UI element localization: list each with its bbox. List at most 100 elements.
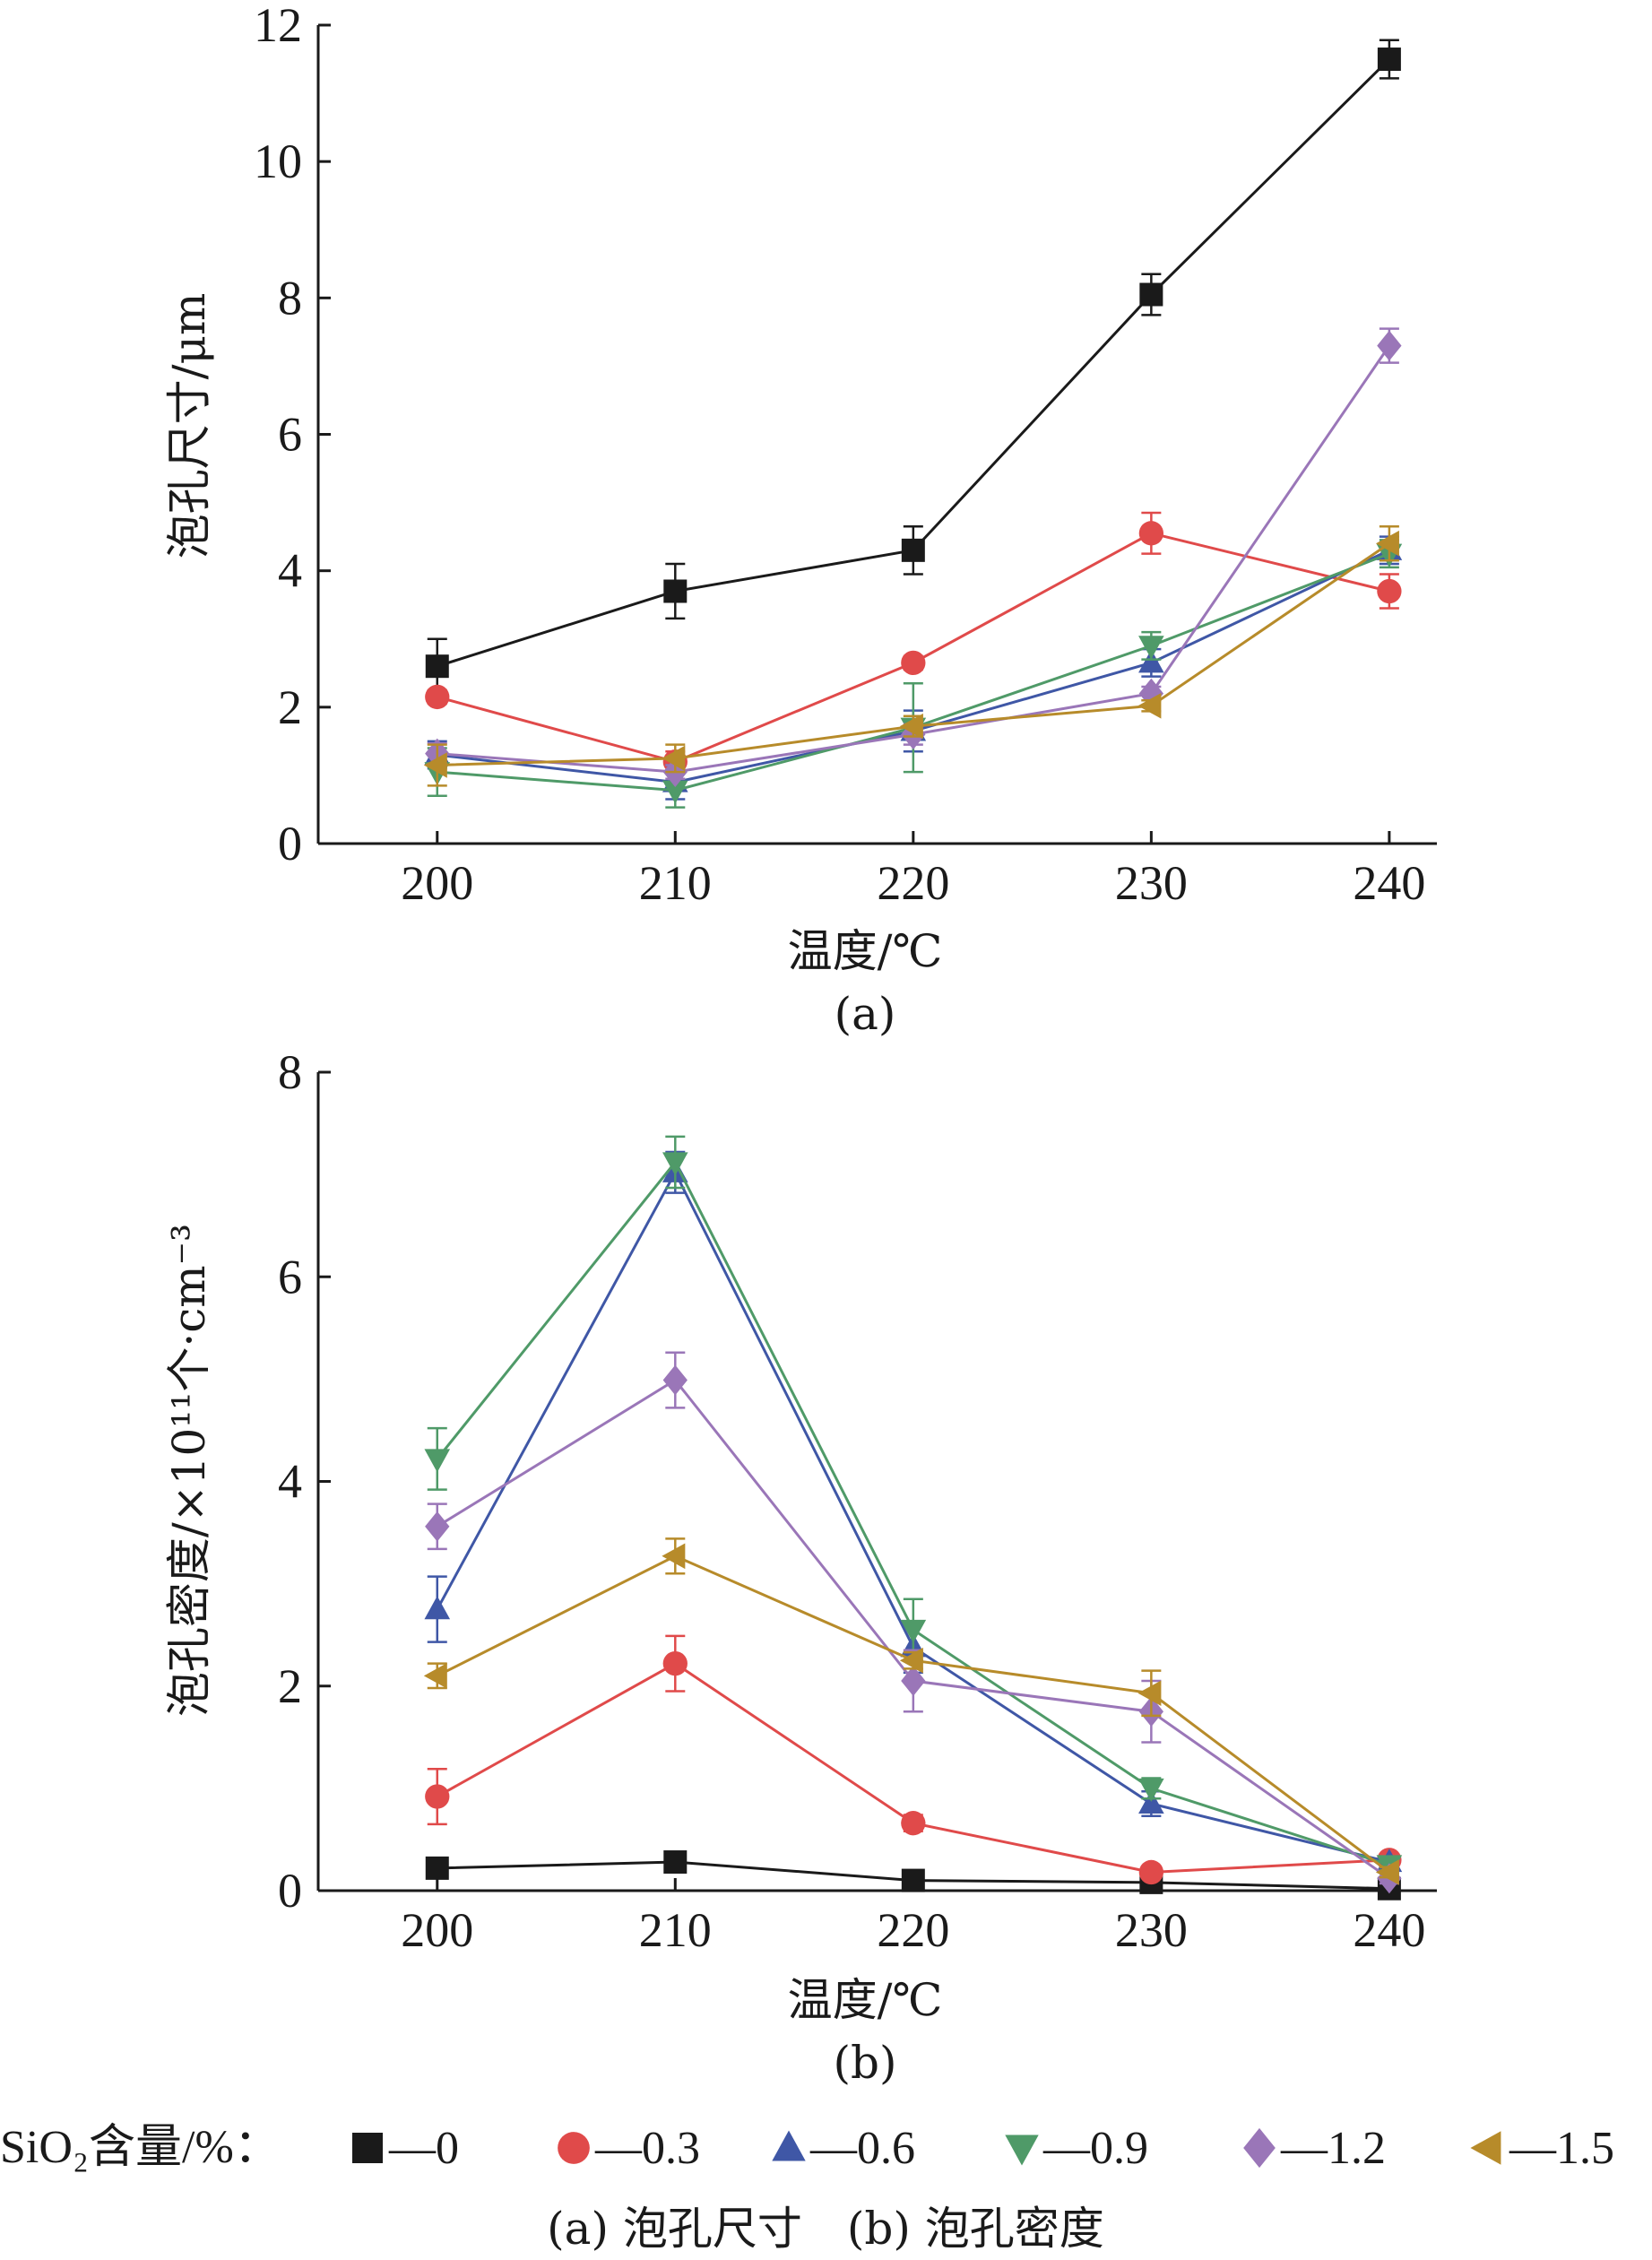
panel-a-series (423, 39, 1403, 809)
panel-b: 0 2 4 6 8 200 210 220 230 240 温度/℃ 泡孔密度/×10¹¹个·cm… (163, 1045, 1437, 2089)
panel-b-point-0.9-200 (424, 1449, 451, 1473)
panel-a-point-0-210 (663, 579, 688, 603)
panel-b-series-0.9 (424, 1135, 1403, 1879)
panel-a-point-0.9-210 (662, 780, 688, 804)
panel-a-point-1.2-240 (1377, 330, 1402, 361)
legend: SiO₂含量/%： —0 —0.3 —0.6 —0.9 —1.2 —1.5 (0, 2122, 1614, 2174)
panel-b-x-tick-label: 200 (401, 1903, 473, 1957)
legend-marker-square-icon (352, 2133, 383, 2163)
panel-b-point-1.2-220 (901, 1666, 926, 1696)
panel-a-y-tick-label: 4 (278, 544, 302, 598)
panel-a-x-tick-label: 240 (1353, 856, 1425, 910)
panel-b-y-tick-label: 4 (278, 1455, 302, 1509)
panel-b-point-1.5-210 (662, 1543, 686, 1570)
panel-b-point-0.9-230 (1138, 1778, 1164, 1802)
legend-item-1: —0.3 (558, 2123, 700, 2174)
legend-label: —0.9 (1042, 2123, 1148, 2174)
panel-b-x-tick-label: 240 (1353, 1903, 1425, 1957)
panel-a-point-1.5-200 (423, 752, 447, 778)
panel-a-series-0 (425, 39, 1401, 695)
panel-a-point-0.3-220 (901, 650, 926, 676)
panel-b-point-1.2-210 (662, 1364, 688, 1396)
legend-title: SiO₂含量/%： (0, 2122, 281, 2173)
panel-a-point-0.3-230 (1138, 521, 1164, 546)
panel-a-axes: 0 2 4 6 8 10 12 200 210 220 230 240 (254, 0, 1437, 910)
panel-b-point-0-220 (901, 1868, 925, 1892)
legend-label: —0 (388, 2123, 459, 2174)
panel-b-label: (b) (833, 2037, 896, 2089)
panel-a-point-0-240 (1377, 48, 1401, 72)
panel-a-point-1.5-210 (662, 745, 686, 772)
panel-a-series-1.5 (423, 524, 1399, 787)
panel-a-y-tick-label: 6 (278, 408, 302, 462)
panel-a-point-0.6-230 (1138, 649, 1164, 673)
legend-label: —0.6 (809, 2123, 915, 2174)
panel-b-x-tick-label: 220 (877, 1903, 949, 1957)
panel-a-point-0-230 (1139, 282, 1163, 307)
panel-a-point-0-200 (425, 654, 449, 679)
panel-a-y-tick-label: 0 (278, 817, 302, 870)
panel-b-series-0.6 (424, 1150, 1403, 1873)
panel-b-point-0.3-210 (662, 1650, 688, 1676)
legend-item-4: —1.2 (1243, 2123, 1386, 2174)
legend-label: —0.3 (594, 2123, 700, 2174)
panel-b-series-0.3 (425, 1634, 1402, 1885)
panel-b-point-0-200 (425, 1856, 449, 1880)
panel-b-y-tick-label: 8 (278, 1045, 302, 1099)
panel-b-point-0.3-220 (901, 1811, 926, 1836)
panel-b-point-0.6-200 (424, 1596, 451, 1620)
panel-a-point-1.5-220 (899, 713, 923, 740)
panel-a-label: (a) (835, 988, 896, 1040)
legend-label: —1.5 (1509, 2123, 1614, 2174)
panel-a-point-1.2-230 (1138, 678, 1164, 709)
legend-marker-diamond-icon (1243, 2127, 1276, 2169)
panel-a-point-1.5-230 (1137, 693, 1162, 719)
panel-b-point-0.3-230 (1138, 1859, 1164, 1885)
panel-b-point-1.5-230 (1137, 1680, 1162, 1707)
panel-b-point-0-210 (663, 1850, 688, 1875)
panel-b-series (423, 1135, 1403, 1901)
panel-a-y-tick-label: 10 (254, 134, 302, 188)
panel-b-series-0 (425, 1850, 1401, 1901)
panel-a-y-tick-label: 2 (278, 680, 302, 734)
panel-b-y-tick-label: 2 (278, 1659, 302, 1713)
figure-caption: (a) 泡孔尺寸 (b) 泡孔密度 (547, 2203, 1104, 2255)
panel-b-line-0.6 (436, 1169, 1390, 1864)
panel-a-y-tick-label: 8 (278, 271, 302, 325)
panel-b-x-tick-label: 230 (1115, 1903, 1188, 1957)
legend-marker-triangle-up-icon (772, 2130, 806, 2161)
panel-a-ylabel: 泡孔尺寸/μm (163, 293, 215, 559)
panel-b-line-0.9 (436, 1159, 1390, 1866)
panel-b-y-tick-label: 0 (278, 1864, 302, 1918)
panel-a-point-0-220 (901, 538, 925, 562)
panel-b-point-0.9-210 (662, 1152, 688, 1176)
legend-item-3: —0.9 (1005, 2123, 1148, 2174)
legend-label: —1.2 (1280, 2123, 1386, 2174)
panel-b-ylabel: 泡孔密度/×10¹¹个·cm⁻³ (163, 1224, 215, 1717)
panel-b-axes: 0 2 4 6 8 200 210 220 230 240 (278, 1045, 1437, 1957)
panel-a-point-0.3-200 (425, 684, 450, 710)
panel-b-y-tick-label: 6 (278, 1250, 302, 1303)
panel-a: 0 2 4 6 8 10 12 200 210 220 230 240 温度/℃ 泡孔尺寸/μm (a… (163, 0, 1437, 1040)
panel-a-point-1.5-240 (1375, 530, 1399, 557)
panel-b-point-1.2-200 (425, 1511, 450, 1542)
panel-b-point-1.5-240 (1375, 1859, 1399, 1885)
panel-b-xlabel: 温度/℃ (788, 1974, 943, 2026)
panel-a-xlabel: 温度/℃ (788, 925, 943, 977)
panel-a-x-tick-label: 200 (401, 856, 473, 910)
panel-b-x-tick-label: 210 (639, 1903, 712, 1957)
panel-b-point-0.6-230 (1138, 1790, 1164, 1814)
panel-a-y-tick-label: 12 (254, 0, 302, 52)
legend-item-0: —0 (352, 2123, 459, 2174)
panel-a-x-tick-label: 230 (1115, 856, 1188, 910)
panel-b-series-1.5 (423, 1537, 1399, 1885)
panel-b-point-0.3-200 (425, 1784, 450, 1809)
panel-a-point-0.9-230 (1138, 636, 1164, 660)
legend-item-5: —1.5 (1470, 2123, 1614, 2174)
panel-b-point-1.5-200 (423, 1663, 447, 1689)
legend-marker-triangle-left-icon (1470, 2131, 1501, 2165)
legend-item-2: —0.6 (772, 2123, 915, 2174)
panel-a-x-tick-label: 210 (639, 856, 712, 910)
panel-b-point-0.9-220 (900, 1619, 927, 1643)
